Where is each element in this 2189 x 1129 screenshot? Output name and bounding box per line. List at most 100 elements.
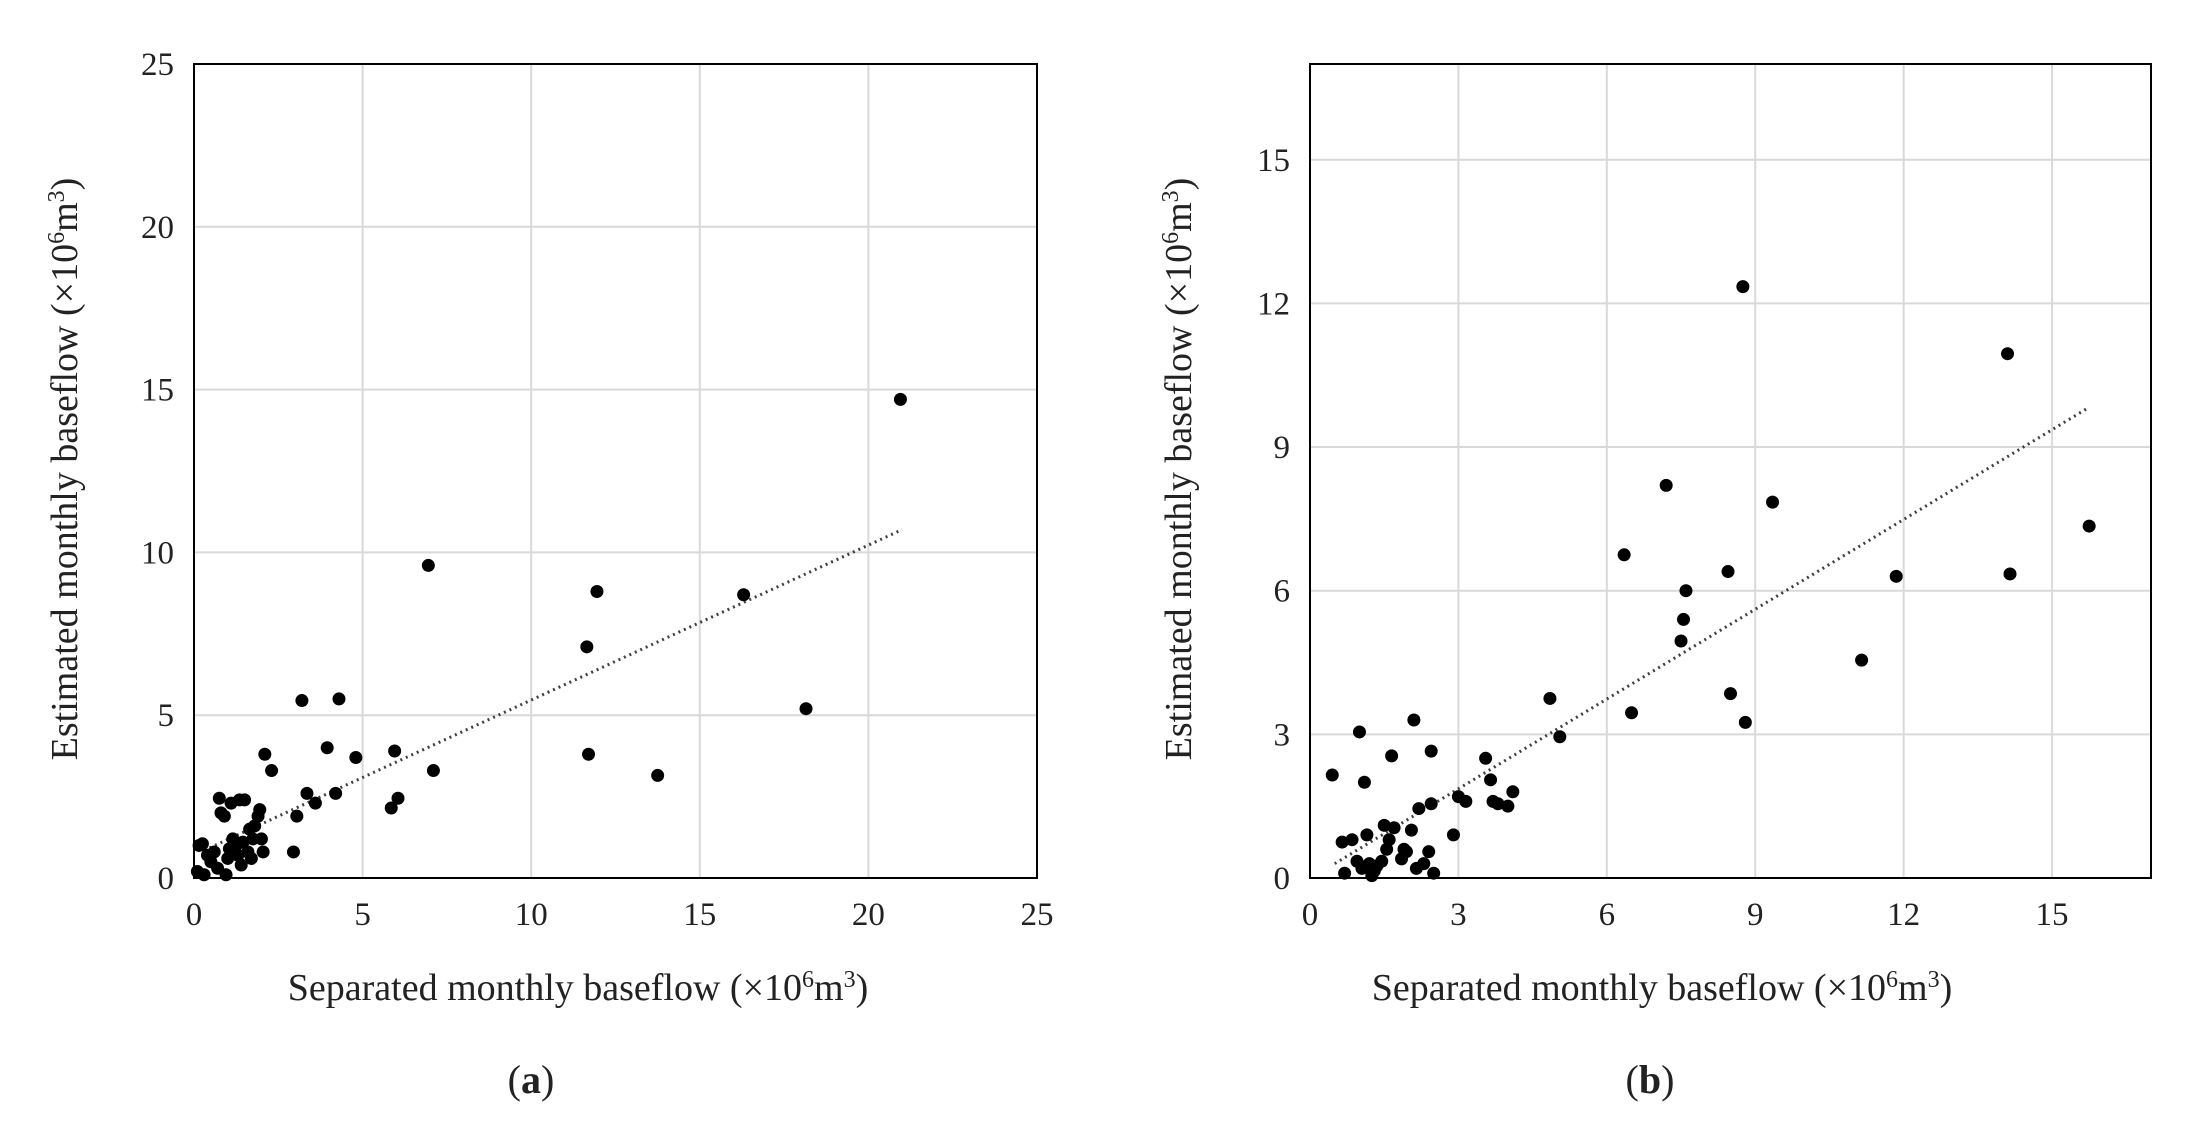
data-point [1479,751,1493,765]
data-point [1736,280,1750,294]
data-point [1553,730,1567,744]
data-point [1424,744,1438,758]
x-tick-label: 15 [2036,897,2069,933]
y-tick-label: 3 [1274,717,1291,753]
data-point [1387,821,1401,835]
data-point [1422,845,1436,859]
data-point [1724,687,1737,701]
x-tick-label: 0 [1302,897,1319,933]
data-point [1325,768,1339,782]
panel-a: 0 5 10 15 20 25 0 5 10 15 20 25 Separated monthly … [44,47,1054,1102]
data-point [1501,799,1515,813]
y-tick-label: 0 [1274,861,1291,897]
data-point [1360,828,1374,842]
data-point [256,845,270,859]
data-point [244,851,258,865]
data-point [1677,612,1691,626]
y-tick-label: 10 [141,535,174,571]
y-axis-label-a: Estimated monthly baseflow (×106m3) [44,178,86,761]
data-point [1377,818,1391,832]
x-tick-label: 20 [852,897,885,933]
y-tick-label: 15 [141,373,174,409]
x-axis-label-b: Separated monthly baseflow (×106m3) [1372,967,1952,1009]
data-point [1407,713,1421,727]
data-point [1459,794,1473,808]
x-tick-label: 12 [1887,897,1920,933]
data-point [1484,773,1498,787]
points-a [190,392,907,882]
data-point [1738,715,1752,729]
y-tick-label: 9 [1274,430,1291,466]
data-point [799,702,813,716]
data-point [2003,567,2017,581]
data-point [1659,478,1673,492]
y-tick-label: 12 [1257,286,1290,322]
data-point [1889,569,1903,583]
x-tick-label: 9 [1747,897,1764,933]
plot-frame-a [193,63,1038,879]
data-point [207,845,221,859]
data-point [1345,833,1359,847]
data-point [308,796,322,810]
data-point [2001,347,2015,361]
y-tick-labels-b: 0 3 6 9 12 15 [1257,143,1290,897]
data-point [231,848,245,862]
y-tick-label: 0 [158,861,175,897]
points-b [1325,280,2096,883]
data-point [1357,775,1371,789]
data-point [300,786,314,800]
plot-frame-b [1309,63,2152,879]
data-point [212,791,226,805]
panel-caption-a: (a) [508,1057,555,1102]
data-point [1766,495,1780,509]
data-point [1543,691,1557,705]
x-tick-label: 5 [354,897,371,933]
data-point [1338,866,1352,880]
data-point [893,392,907,406]
data-point [195,837,209,851]
x-tick-label: 15 [683,897,716,933]
data-point [580,640,594,654]
data-point [590,584,604,598]
data-point [254,832,268,846]
trendline-b [1333,407,2088,865]
x-tick-label: 25 [1021,897,1054,933]
data-point [1352,725,1366,739]
data-point [1335,835,1349,849]
x-tick-label: 0 [186,897,203,933]
data-point [1506,785,1520,799]
data-point [1855,653,1869,667]
data-point [1382,833,1396,847]
data-point [329,786,343,800]
y-axis-label-b: Estimated monthly baseflow (×106m3) [1158,178,1200,761]
x-axis-label-a: Separated monthly baseflow (×106m3) [288,967,868,1009]
data-point [1424,797,1438,811]
data-point [253,803,267,817]
data-point [236,835,250,849]
x-tick-label: 3 [1450,897,1467,933]
data-point [388,744,402,758]
x-tick-label: 10 [515,897,548,933]
data-point [1674,634,1688,648]
data-point [426,764,440,778]
data-point [1375,854,1389,868]
grid-a [194,64,1037,878]
data-point [1721,565,1735,579]
data-point [582,747,596,761]
y-tick-labels-a: 0 5 10 15 20 25 [141,47,174,897]
data-point [238,793,252,807]
data-point [320,741,334,755]
trendline-a [203,528,903,852]
data-point [1399,845,1413,859]
x-tick-labels-a: 0 5 10 15 20 25 [186,897,1054,933]
data-point [295,694,309,708]
data-point [234,858,248,872]
data-point [1427,866,1441,880]
y-tick-label: 5 [158,698,175,734]
data-point [391,791,405,805]
data-point [217,809,231,823]
data-point [265,764,279,778]
data-point [286,845,300,859]
data-point [349,751,363,765]
